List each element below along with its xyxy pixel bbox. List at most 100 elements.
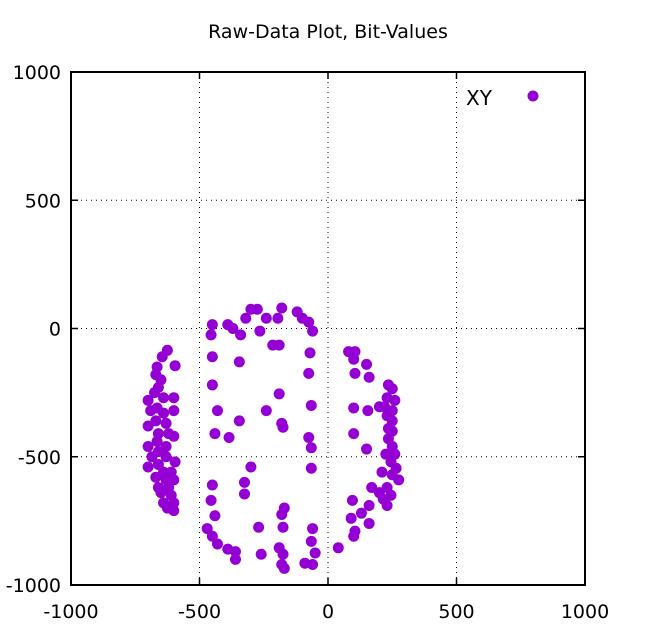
data-point	[366, 482, 378, 494]
y-tick-label: -500	[18, 447, 61, 469]
data-point	[305, 535, 317, 547]
data-point	[158, 407, 170, 419]
data-point	[277, 521, 289, 533]
data-point	[251, 303, 263, 315]
data-point	[276, 508, 288, 520]
data-point	[303, 432, 315, 444]
x-tick-label: 0	[322, 601, 334, 623]
data-point	[238, 488, 250, 500]
data-point	[272, 312, 284, 324]
data-point	[307, 558, 319, 570]
data-point	[158, 392, 170, 404]
data-point	[346, 494, 358, 506]
data-point	[260, 312, 272, 324]
data-point	[149, 387, 161, 399]
data-point	[345, 512, 357, 524]
data-point	[254, 325, 266, 337]
data-point	[277, 548, 289, 560]
legend-label-xy: XY	[466, 86, 493, 110]
data-point	[386, 383, 398, 395]
data-point	[355, 507, 367, 519]
data-point	[168, 430, 180, 442]
data-point	[303, 367, 315, 379]
data-point	[209, 510, 221, 522]
data-point	[363, 517, 375, 529]
data-point	[309, 547, 321, 559]
data-point	[348, 402, 360, 414]
x-tick-label: -1000	[43, 601, 98, 623]
data-point	[160, 451, 172, 463]
data-point	[348, 428, 360, 440]
data-point	[233, 356, 245, 368]
data-point	[142, 420, 154, 432]
data-point	[363, 371, 375, 383]
y-tick-label: 1000	[13, 62, 61, 84]
data-point	[168, 405, 180, 417]
y-tick-label: 0	[49, 319, 61, 341]
data-point	[348, 353, 360, 365]
data-point	[205, 329, 217, 341]
data-point	[146, 451, 158, 463]
data-point	[305, 462, 317, 474]
data-point	[361, 443, 373, 455]
y-tick-label: 500	[25, 190, 61, 212]
x-tick-label: 500	[438, 601, 474, 623]
data-point	[307, 325, 319, 337]
data-point	[260, 405, 272, 417]
data-point	[233, 415, 245, 427]
data-point	[305, 399, 317, 411]
data-point	[332, 542, 344, 554]
data-point	[229, 553, 241, 565]
data-point	[361, 358, 373, 370]
data-point	[206, 479, 218, 491]
data-point	[206, 351, 218, 363]
data-point	[307, 523, 319, 535]
data-point	[276, 302, 288, 314]
data-point	[273, 388, 285, 400]
data-point	[206, 319, 218, 331]
chart-title: Raw-Data Plot, Bit-Values	[208, 21, 448, 43]
data-point	[206, 379, 218, 391]
data-point	[211, 538, 223, 550]
data-point	[348, 530, 360, 542]
legend-marker-xy	[527, 90, 539, 102]
data-point	[238, 476, 250, 488]
data-point	[227, 323, 239, 334]
legend: XY	[466, 86, 539, 110]
data-point	[349, 367, 361, 379]
data-point	[277, 421, 289, 433]
data-point	[304, 347, 316, 359]
grid-lines	[71, 72, 585, 585]
data-point	[156, 351, 168, 363]
axis-ticks	[70, 71, 586, 586]
data-point	[142, 461, 154, 473]
data-point	[305, 442, 317, 454]
data-point	[155, 487, 167, 499]
data-point	[273, 339, 285, 351]
data-point	[151, 435, 163, 447]
data-point	[160, 440, 172, 452]
data-point	[235, 329, 247, 341]
y-tick-label: -1000	[6, 575, 61, 597]
data-point	[169, 456, 181, 468]
data-point	[211, 405, 223, 417]
data-point	[160, 417, 172, 429]
data-point	[169, 360, 181, 372]
data-point	[229, 546, 241, 558]
data-point	[255, 548, 267, 560]
data-point	[245, 461, 257, 473]
data-point	[168, 392, 180, 404]
plot-frame	[70, 71, 586, 586]
data-point	[362, 405, 374, 417]
data-point	[150, 415, 162, 427]
data-points	[142, 302, 405, 574]
data-point	[303, 316, 315, 328]
data-point	[381, 499, 393, 511]
data-point	[393, 474, 405, 486]
data-point	[142, 440, 154, 452]
data-point	[168, 505, 180, 517]
x-axis-tick-labels: -1000 -500 0 500 1000	[43, 601, 609, 623]
data-point	[253, 521, 265, 533]
data-point	[150, 471, 162, 483]
